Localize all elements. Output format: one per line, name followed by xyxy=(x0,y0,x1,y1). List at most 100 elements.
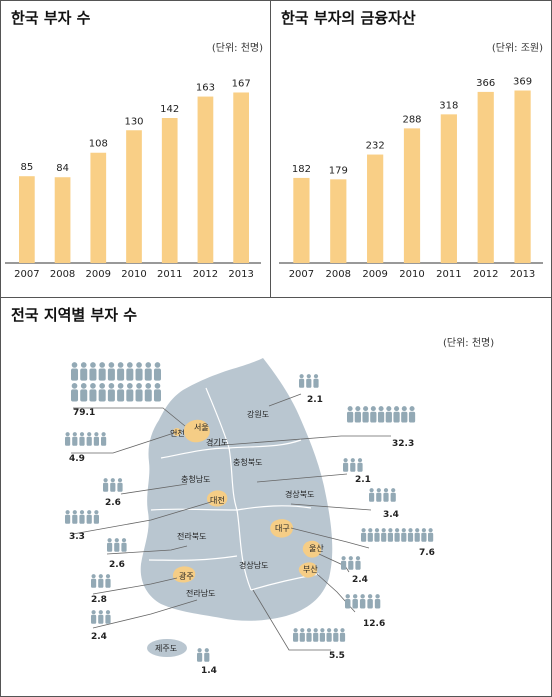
value-daejeon: 3.3 xyxy=(69,532,85,542)
bar xyxy=(367,154,384,263)
person-icon xyxy=(370,406,377,423)
region-label-gyeonggi: 경기도 xyxy=(206,438,229,447)
person-icon xyxy=(71,362,79,381)
person-icon xyxy=(79,432,85,446)
person-icon xyxy=(385,406,392,423)
bar-value-label: 85 xyxy=(20,162,33,173)
person-icon xyxy=(367,528,373,542)
person-icon xyxy=(103,478,109,492)
person-icon xyxy=(110,478,116,492)
chart-panel-financial-assets: 한국 부자의 금융자산 (단위: 조원) 182 2007 179 2008 232 20… xyxy=(270,0,552,298)
x-tick-label: 2008 xyxy=(326,269,351,280)
bar-chart-rich-count: 85 2007 84 2008 108 2009 130 2010 142 2011 163 2012… xyxy=(5,78,261,280)
value-jeonnam: 2.4 xyxy=(91,632,107,642)
unit-label: (단위: 조원) xyxy=(491,43,543,54)
people-group xyxy=(65,432,107,446)
region-label-jeonnam: 전라남도 xyxy=(186,589,216,598)
bar xyxy=(233,92,249,263)
bar-value-label: 167 xyxy=(232,78,251,89)
value-incheon: 4.9 xyxy=(69,454,85,464)
person-icon xyxy=(339,628,346,642)
bar xyxy=(90,152,107,263)
person-icon xyxy=(86,432,92,446)
person-icon xyxy=(197,648,203,662)
person-icon xyxy=(117,478,123,492)
person-icon xyxy=(144,362,152,381)
person-icon xyxy=(345,594,351,609)
person-icon xyxy=(377,406,385,423)
person-icon xyxy=(341,556,347,570)
value-gangwon: 2.1 xyxy=(307,395,323,405)
person-icon xyxy=(105,574,111,588)
person-icon xyxy=(107,383,115,402)
ulsan-area xyxy=(302,540,322,558)
map-title: 전국 지역별 부자 수 xyxy=(11,306,138,324)
person-icon xyxy=(306,374,312,388)
person-icon xyxy=(65,432,71,446)
bar xyxy=(19,176,35,263)
region-label-jeonbuk: 전라북도 xyxy=(177,532,207,541)
people-group xyxy=(369,488,396,502)
unit-label: (단위: 천명) xyxy=(211,43,263,54)
person-icon xyxy=(98,610,104,624)
bar-value-label: 179 xyxy=(329,165,348,176)
person-icon xyxy=(126,362,134,381)
bar xyxy=(197,96,214,263)
x-tick-label: 2012 xyxy=(193,269,218,280)
bar xyxy=(54,177,71,263)
x-tick-label: 2012 xyxy=(473,269,498,280)
value-jeju: 1.4 xyxy=(201,666,217,676)
region-label-incheon: 인천 xyxy=(170,429,185,438)
person-icon xyxy=(91,610,97,624)
bar xyxy=(403,128,421,263)
person-icon xyxy=(79,510,85,524)
person-icon xyxy=(135,362,143,381)
daejeon-area xyxy=(206,490,228,507)
person-icon xyxy=(367,594,373,609)
person-icon xyxy=(114,538,120,552)
people-group xyxy=(293,628,346,642)
busan-area xyxy=(298,562,318,578)
people-group xyxy=(347,406,416,423)
value-jeonbuk: 2.6 xyxy=(109,560,125,570)
region-label-gyeongbuk: 경상북도 xyxy=(285,490,315,499)
bar-value-label: 84 xyxy=(56,163,69,174)
korea-map xyxy=(71,358,391,657)
region-label-chungbuk: 충청북도 xyxy=(233,458,263,467)
region-label-busan: 부산 xyxy=(303,565,318,574)
bar-value-label: 232 xyxy=(366,141,385,152)
person-icon xyxy=(387,528,393,542)
person-icon xyxy=(421,528,427,542)
value-ulsan: 2.4 xyxy=(352,575,368,585)
person-icon xyxy=(369,488,375,502)
person-icon xyxy=(381,528,387,542)
jeju-island-shape xyxy=(147,639,187,657)
value-gyeongbuk: 3.4 xyxy=(383,510,399,520)
person-icon xyxy=(107,538,113,552)
x-tick-label: 2009 xyxy=(362,269,387,280)
person-icon xyxy=(401,406,408,423)
value-seoul: 79.1 xyxy=(73,408,96,418)
bar xyxy=(440,114,457,264)
x-tick-label: 2009 xyxy=(86,269,111,280)
person-icon xyxy=(401,528,407,542)
bar-value-label: 288 xyxy=(402,114,421,125)
bar-value-label: 130 xyxy=(124,116,143,127)
person-icon xyxy=(326,628,332,642)
region-label-seoul: 서울 xyxy=(194,423,209,432)
people-group xyxy=(91,610,111,624)
person-icon xyxy=(414,528,420,542)
person-icon xyxy=(357,458,363,472)
person-icon xyxy=(374,594,381,609)
person-icon xyxy=(65,510,71,524)
bar xyxy=(330,179,347,263)
bar xyxy=(293,177,310,263)
bar-value-label: 366 xyxy=(476,78,495,89)
bar-value-label: 182 xyxy=(292,164,311,175)
bar xyxy=(514,90,531,263)
person-icon xyxy=(390,488,396,502)
person-icon xyxy=(135,383,143,402)
person-icon xyxy=(352,594,358,609)
value-gyeongnam: 5.5 xyxy=(329,651,345,661)
value-chungbuk: 2.1 xyxy=(355,475,371,485)
